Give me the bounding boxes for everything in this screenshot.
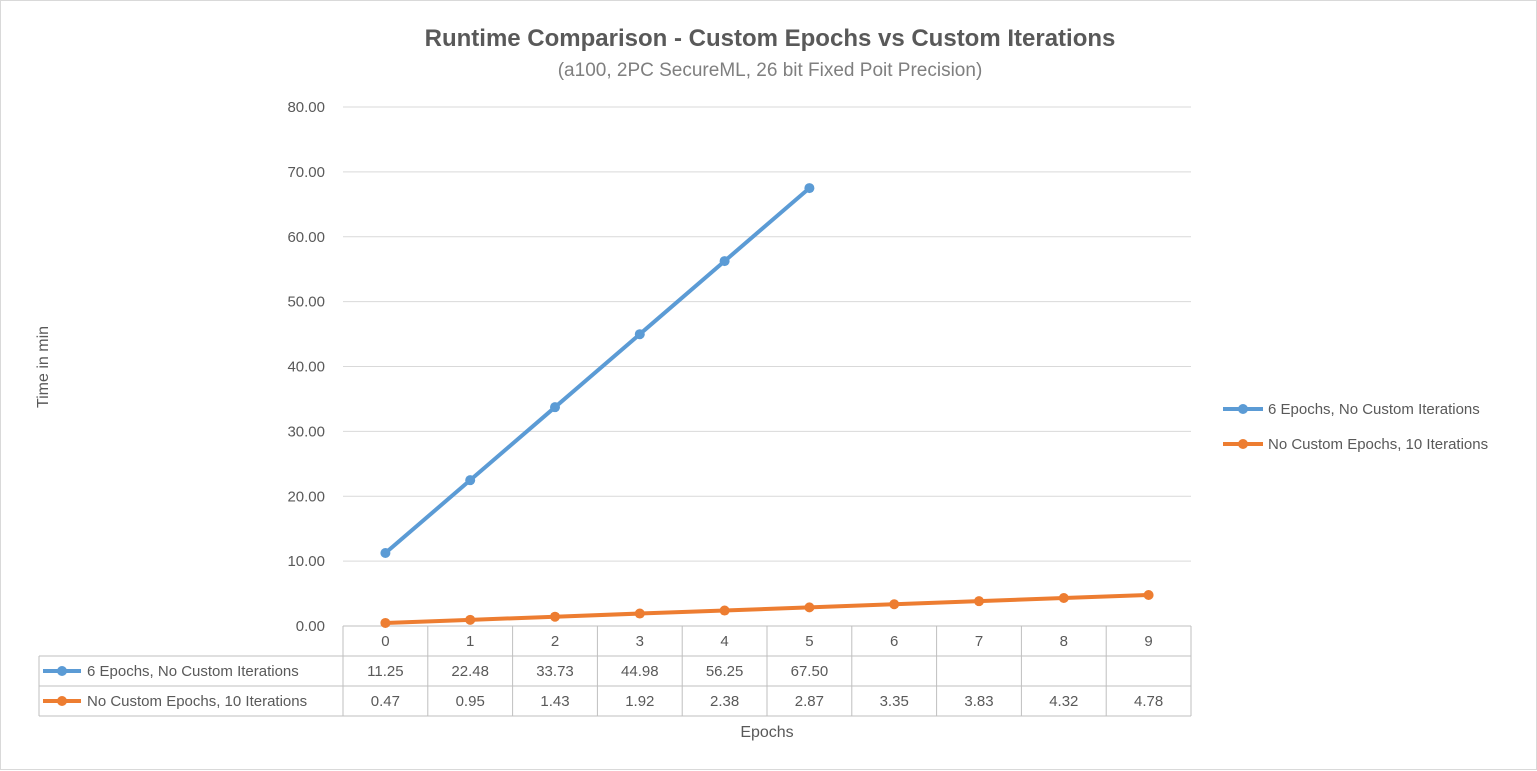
x-tick-label-3: 3 (636, 633, 644, 650)
data-point-s1-8 (1058, 592, 1069, 603)
y-tick-label-0: 0.00 (296, 618, 325, 635)
table-cell-s1-1: 0.95 (456, 693, 485, 710)
table-series-name-0: 6 Epochs, No Custom Iterations (87, 663, 299, 680)
table-cell-s1-6: 3.35 (880, 693, 909, 710)
data-point-s1-5 (804, 602, 815, 613)
x-tick-label-0: 0 (381, 633, 389, 650)
series-line-0 (383, 186, 812, 556)
data-point-s1-6 (889, 599, 900, 610)
data-point-s1-2 (550, 611, 560, 622)
y-tick-label-8: 80.00 (287, 99, 325, 116)
gridlines (343, 106, 1191, 562)
table-cell-s0-2: 33.73 (536, 663, 574, 680)
y-tick-label-5: 50.00 (287, 294, 325, 311)
y-tick-label-3: 30.00 (287, 423, 325, 440)
data-point-s0-3 (634, 329, 645, 340)
table-cell-s0-3: 44.98 (621, 663, 659, 680)
data-point-s1-4 (719, 605, 730, 616)
y-axis-ticks: 0.00 10.00 20.00 30.00 40.00 50.00 60.00 70.00 8… (287, 99, 325, 635)
x-tick-label-4: 4 (720, 633, 728, 650)
table-cell-s0-4: 56.25 (706, 663, 744, 680)
table-cell-s0-0: 11.25 (367, 663, 403, 680)
chart-title: Runtime Comparison - Custom Epochs vs Cu… (425, 25, 1116, 52)
data-point-s1-3 (634, 608, 645, 619)
table-cell-s1-2: 1.43 (540, 693, 569, 710)
data-point-s1-7 (974, 596, 984, 607)
table-legend-marker-1 (57, 696, 67, 706)
x-tick-label-1: 1 (466, 633, 474, 650)
legend-label-1: No Custom Epochs, 10 Iterations (1268, 436, 1488, 453)
legend-marker-0 (1238, 404, 1248, 414)
table-cell-s0-5: 67.50 (791, 663, 829, 680)
x-tick-label-8: 8 (1060, 633, 1068, 650)
x-tick-label-6: 6 (890, 633, 898, 650)
y-tick-label-6: 60.00 (287, 229, 325, 246)
chart-subtitle: (a100, 2PC SecureML, 26 bit Fixed Poit P… (558, 60, 983, 81)
data-point-s0-4 (719, 256, 730, 267)
y-tick-label-4: 40.00 (287, 359, 325, 376)
data-point-s0-2 (550, 402, 560, 413)
data-point-s0-5 (804, 183, 815, 194)
table-cell-s1-5: 2.87 (795, 693, 824, 710)
table-series-name-1: No Custom Epochs, 10 Iterations (87, 693, 307, 710)
table-cell-s1-0: 0.47 (371, 693, 400, 710)
legend-label-0: 6 Epochs, No Custom Iterations (1268, 401, 1480, 418)
data-table: 0 1 2 3 4 5 6 7 8 9 6 Epochs, No Custom Iterations… (38, 625, 1192, 717)
table-cell-s1-9: 4.78 (1134, 693, 1163, 710)
x-tick-label-7: 7 (975, 633, 983, 650)
table-cell-s0-1: 22.48 (451, 663, 489, 680)
x-axis-label: Epochs (740, 724, 793, 741)
table-cell-s1-7: 3.83 (964, 693, 993, 710)
x-tick-label-2: 2 (551, 633, 559, 650)
y-tick-label-7: 70.00 (287, 164, 325, 181)
legend: 6 Epochs, No Custom Iterations No Custom … (1223, 401, 1488, 453)
y-tick-label-1: 10.00 (287, 553, 325, 570)
legend-marker-1 (1238, 439, 1248, 449)
x-tick-label-9: 9 (1144, 633, 1152, 650)
series-lines (380, 183, 1154, 628)
table-cell-s1-8: 4.32 (1049, 693, 1078, 710)
y-axis-label: Time in min (35, 326, 52, 408)
table-cell-s1-4: 2.38 (710, 693, 739, 710)
data-point-s0-0 (380, 548, 391, 559)
data-point-s1-9 (1143, 589, 1154, 600)
x-tick-label-5: 5 (805, 633, 813, 650)
y-tick-label-2: 20.00 (287, 488, 325, 505)
data-point-s0-1 (465, 475, 476, 486)
table-cell-s1-3: 1.92 (625, 693, 654, 710)
data-point-s1-1 (465, 614, 476, 625)
table-legend-marker-0 (57, 666, 67, 676)
series-line-1 (383, 592, 1151, 625)
data-point-s1-0 (380, 617, 391, 628)
